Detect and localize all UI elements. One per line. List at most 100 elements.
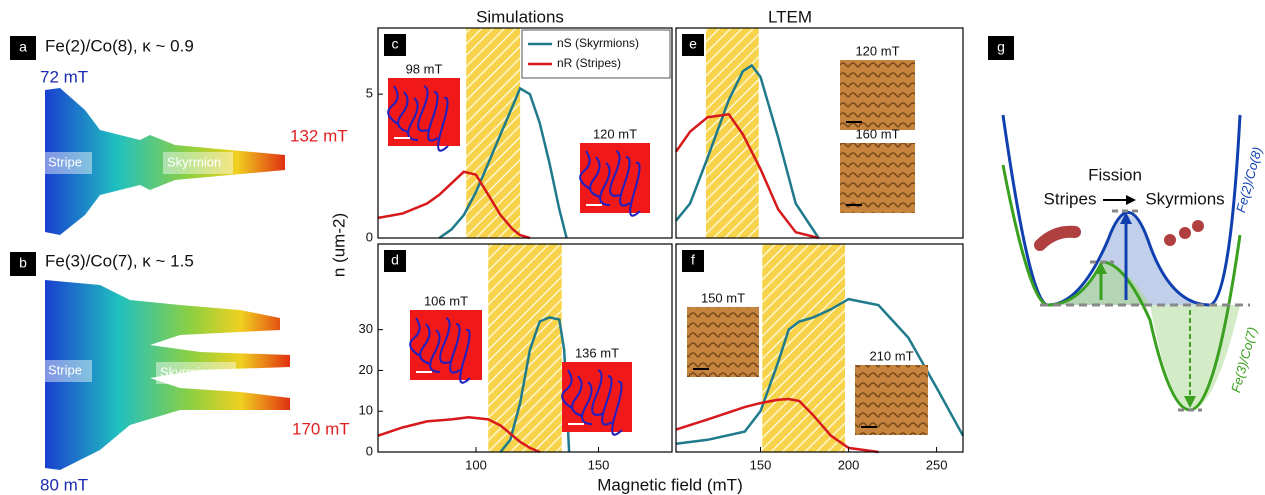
panel-label: c — [392, 36, 399, 52]
inset-texture — [581, 381, 593, 425]
inset-image — [410, 310, 482, 380]
skyrmion-icon — [1179, 227, 1191, 239]
panel-label: b — [19, 255, 27, 271]
arrow-head — [1184, 396, 1196, 408]
stripe-icon — [1034, 225, 1081, 251]
arrow-head — [1126, 195, 1136, 205]
skyrmion-icon — [1192, 220, 1204, 232]
panel-title: Fe(3)/Co(7), κ ~ 1.5 — [45, 251, 194, 270]
x-tick-label: 150 — [588, 457, 610, 472]
x-tick-label: 250 — [926, 457, 948, 472]
y-tick-label: 0 — [366, 229, 373, 244]
panel-label: d — [391, 252, 399, 268]
field-label: 80 mT — [40, 475, 88, 494]
panel-label-box — [10, 36, 36, 60]
inset-texture — [609, 150, 621, 197]
highlight-band — [705, 28, 759, 238]
field-label: 170 mT — [292, 419, 350, 438]
inset-image — [687, 307, 759, 377]
inset-texture — [561, 369, 573, 409]
panel-label: f — [691, 252, 695, 268]
x-tick-label: 100 — [465, 457, 487, 472]
inset-image — [840, 60, 915, 130]
axes-frame — [377, 243, 673, 453]
tag: Skyrmions — [160, 364, 221, 379]
inset-label: 120 mT — [855, 43, 899, 58]
inset-texture — [427, 91, 439, 142]
diagram-text: Skyrmions — [1145, 189, 1224, 208]
panel-label: a — [19, 39, 27, 55]
diagram-text: Stripes — [1044, 189, 1097, 208]
tag-box — [44, 360, 92, 382]
inset-texture — [601, 375, 613, 426]
field-label: 72 mT — [40, 67, 88, 86]
inset-texture — [449, 323, 461, 374]
inset-label: 98 mT — [406, 61, 443, 76]
panel-label-box — [682, 34, 704, 56]
panel-label-box — [384, 34, 406, 56]
tag: Stripe — [48, 154, 82, 169]
curve-label: Fe(3)/Co(7) — [1228, 325, 1260, 394]
inset-image — [580, 143, 650, 213]
y-tick-label: 5 — [366, 86, 373, 101]
highlight-band — [466, 28, 521, 238]
arrow-head — [1120, 212, 1132, 224]
legend-label: nR (Stripes) — [557, 56, 621, 70]
inset-texture — [417, 85, 429, 132]
inset-label: 120 mT — [593, 126, 637, 141]
inset-image — [855, 365, 928, 435]
well-fill — [1150, 305, 1240, 410]
panel-label: g — [997, 39, 1005, 55]
inset-texture — [591, 369, 603, 416]
inset-texture — [419, 323, 431, 365]
panel-label-box — [384, 250, 406, 272]
inset-image — [388, 78, 460, 146]
inset-texture — [459, 328, 471, 384]
inset-image — [562, 362, 632, 432]
series-line — [674, 112, 819, 240]
inset-texture — [611, 380, 623, 436]
inset-texture — [429, 329, 441, 373]
inset-label: 106 mT — [424, 293, 468, 308]
panel-label-box — [682, 250, 704, 272]
panel-label: e — [689, 36, 697, 52]
inset-texture — [437, 96, 449, 152]
panel-label-box — [10, 252, 36, 276]
column-title: Simulations — [476, 7, 564, 26]
inset-label: 160 mT — [855, 126, 899, 141]
axes-frame — [675, 27, 964, 239]
tag-box — [44, 152, 92, 174]
x-tick-label: 150 — [750, 457, 772, 472]
panel-title: Fe(2)/Co(8), κ ~ 0.9 — [45, 36, 194, 55]
inset-texture — [579, 150, 591, 190]
inset-texture — [409, 317, 421, 357]
series-line — [499, 316, 571, 453]
inset-texture — [589, 156, 601, 198]
inset-image — [840, 143, 915, 213]
y-tick-label: 30 — [359, 321, 373, 336]
arrow-head — [1095, 262, 1107, 274]
y-axis-label: n (um-2) — [329, 213, 348, 277]
panel-label-box — [988, 36, 1014, 60]
tag-box — [163, 152, 233, 174]
diagram-heading: Fission — [1088, 165, 1142, 184]
tag: Skyrmion — [167, 154, 221, 169]
inset-texture — [571, 375, 583, 417]
energy-curve — [1001, 114, 1242, 307]
x-tick-label: 200 — [838, 457, 860, 472]
series-line — [675, 63, 820, 239]
inset-texture — [407, 97, 419, 141]
y-tick-label: 0 — [366, 443, 373, 458]
x-axis-label: Magnetic field (mT) — [597, 475, 742, 494]
inset-label: 136 mT — [575, 345, 619, 360]
axes-frame — [377, 27, 673, 239]
inset-texture — [629, 161, 641, 217]
series-line — [377, 170, 531, 240]
series-line — [675, 297, 965, 446]
series-line — [377, 416, 541, 454]
skyrmion-icon — [1164, 234, 1176, 246]
render-3d — [45, 280, 290, 470]
inset-texture — [599, 162, 611, 206]
legend-label: nS (Skyrmions) — [557, 36, 639, 50]
